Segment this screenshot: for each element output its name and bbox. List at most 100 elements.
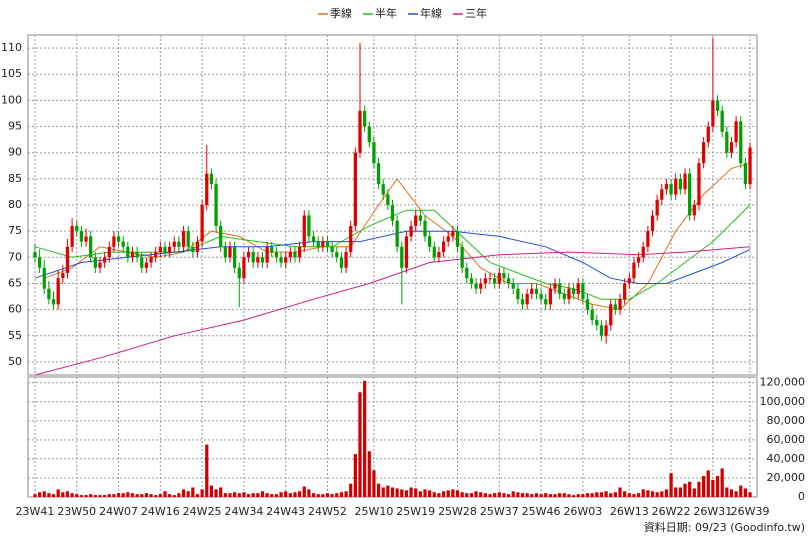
candle-body (126, 246, 130, 258)
candle-body (260, 257, 265, 263)
volume-bar (307, 489, 311, 497)
volume-bar (595, 492, 599, 497)
y-tick-label: 110 (1, 41, 22, 54)
volume-bar (446, 490, 450, 497)
candle-body (720, 110, 724, 132)
volume-bar (451, 489, 455, 497)
candle-body (451, 231, 455, 237)
candle-body (502, 273, 506, 279)
candle-body (488, 278, 492, 280)
candle-body (298, 246, 302, 258)
candle-body (664, 184, 669, 190)
volume-bar (42, 491, 46, 497)
candle-body (42, 267, 46, 289)
candle-body (102, 257, 107, 263)
y2-tick-label: 100,000 (760, 395, 806, 408)
candle-body (237, 267, 241, 279)
volume-bar (418, 491, 422, 497)
y-tick-label: 100 (1, 93, 22, 106)
candle-body (623, 283, 627, 300)
candle-body (149, 257, 153, 263)
volume-bar (395, 488, 399, 497)
legend-label: 年線 (420, 6, 442, 20)
volume-bar (186, 491, 190, 497)
x-tick-label: 26W22 (652, 505, 691, 518)
volume-bar (367, 451, 371, 497)
candle-body (599, 325, 604, 336)
volume-bar (251, 493, 255, 497)
x-tick-label: 26W39 (731, 505, 770, 518)
volume-bar (674, 487, 678, 497)
volume-bar (335, 493, 339, 497)
volume-bar (298, 491, 302, 497)
volume-bar (144, 493, 149, 497)
candle-body (604, 325, 608, 336)
candle-body (585, 299, 590, 310)
volume-bar (483, 493, 487, 497)
volume-bar (200, 489, 204, 497)
candle-body (423, 220, 427, 237)
candle-body (158, 246, 162, 253)
candle-body (432, 246, 436, 258)
candle-body (404, 236, 409, 268)
candle-body (279, 257, 283, 263)
candle-body (242, 257, 246, 279)
candle-body (363, 110, 367, 127)
candle-body (553, 283, 557, 289)
volume-bar (121, 493, 125, 497)
volume-bar (102, 495, 107, 497)
candle-body (372, 142, 376, 164)
y2-tick-label: 0 (798, 490, 805, 503)
candle-body (84, 236, 88, 242)
candle-body (669, 184, 673, 195)
candle-body (530, 288, 534, 294)
candle-body (205, 173, 209, 205)
volume-bar (548, 494, 552, 497)
footer: 資料日期: 09/23 (Goodinfo.tw) (644, 520, 805, 534)
volume-bar (632, 494, 636, 497)
volume-bar (205, 444, 209, 497)
candle-body (144, 262, 149, 268)
candle-body (219, 225, 223, 247)
candle-body (558, 283, 562, 294)
volume-bar (400, 489, 404, 497)
candle-body (33, 252, 37, 258)
volume-bar (381, 487, 385, 497)
volume-bar (65, 491, 70, 497)
y-tick-label: 65 (8, 276, 22, 289)
y-tick-label: 60 (8, 303, 22, 316)
candle-body (349, 225, 353, 253)
volume-bar (692, 488, 696, 497)
volume-bar (302, 486, 306, 497)
volume-bar (61, 492, 65, 497)
candle-body (497, 273, 501, 284)
candle-body (65, 246, 70, 273)
y2-tick-label: 40,000 (767, 452, 806, 465)
volume-bar (441, 491, 446, 497)
volume-bar (363, 380, 367, 497)
candle-body (711, 100, 715, 127)
candle-body (107, 246, 111, 258)
candle-body (534, 288, 539, 294)
volume-bar (688, 481, 692, 497)
x-tick-label: 23W41 (16, 505, 55, 518)
volume-bar (534, 493, 539, 497)
candle-body (400, 246, 404, 268)
volume-bar (167, 494, 172, 497)
volume-bar (344, 491, 348, 497)
candle-body (228, 246, 232, 258)
candle-body (214, 184, 218, 226)
volume-bar (558, 493, 562, 497)
candle-body (390, 205, 395, 221)
candle-body (627, 278, 631, 284)
candle-body (743, 163, 748, 185)
volume-bar (414, 488, 418, 497)
x-tick-label: 24W16 (141, 505, 180, 518)
candle-body (288, 252, 292, 258)
candle-body (163, 246, 167, 253)
volume-bar (409, 487, 413, 497)
candle-body (613, 304, 618, 310)
volume-bar (428, 490, 432, 497)
volume-bar (358, 392, 362, 497)
